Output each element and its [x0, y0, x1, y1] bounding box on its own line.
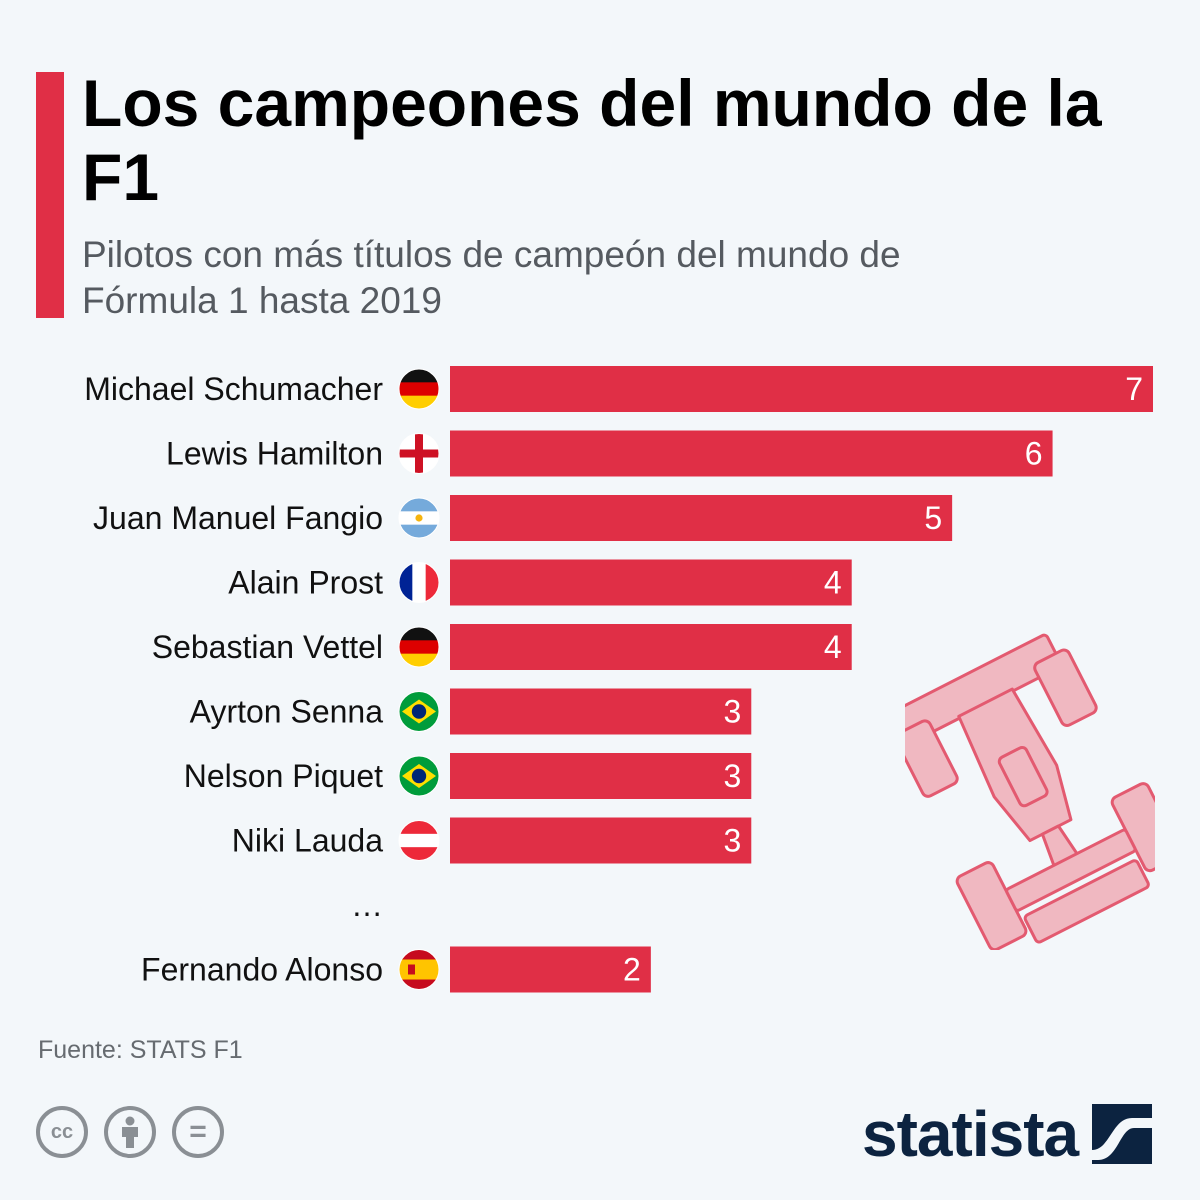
statista-logo-icon	[1092, 1104, 1153, 1164]
brazil-flag	[399, 691, 439, 732]
value-label: 3	[723, 694, 741, 730]
value-label: 4	[824, 629, 842, 665]
category-label: Fernando Alonso	[141, 952, 383, 988]
by-icon[interactable]	[104, 1106, 156, 1158]
england-flag	[399, 433, 439, 474]
germany-flag	[399, 369, 439, 409]
category-label: Juan Manuel Fangio	[93, 500, 383, 536]
nd-icon[interactable]: =	[172, 1106, 224, 1158]
ellipsis-label: …	[351, 887, 383, 923]
value-label: 3	[723, 823, 741, 859]
france-flag	[399, 562, 439, 603]
category-label: Lewis Hamilton	[166, 436, 383, 472]
cc-icon[interactable]: cc	[36, 1106, 88, 1158]
austria-flag	[399, 820, 439, 861]
flag-outline	[398, 691, 440, 732]
value-label: 6	[1025, 436, 1043, 472]
flag-outline	[398, 949, 440, 990]
flag-outline	[398, 755, 440, 797]
person-icon	[122, 1116, 138, 1148]
statista-logo[interactable]: statista	[862, 1098, 1153, 1170]
bar	[450, 688, 752, 735]
category-label: Alain Prost	[228, 565, 383, 601]
germany-flag	[399, 627, 439, 667]
source-note: Fuente: STATS F1	[38, 1036, 243, 1064]
brazil-flag	[399, 756, 439, 796]
brand-name: statista	[862, 1098, 1079, 1170]
bar-chart: Michael Schumacher 7 Lewis Hamilton 6 Juan M…	[84, 366, 1153, 993]
title-accent-bar	[36, 72, 64, 318]
nd-icon-text: =	[189, 1115, 207, 1148]
value-label: 2	[623, 952, 641, 988]
category-label: Niki Lauda	[232, 823, 383, 859]
flag-outline	[398, 562, 440, 603]
category-label: Nelson Piquet	[184, 758, 383, 794]
f1-car-icon	[905, 633, 1155, 950]
chart-subtitle: Pilotos con más títulos de campeón del m…	[82, 234, 901, 321]
bar	[450, 559, 852, 606]
bar	[450, 817, 752, 864]
value-label: 4	[824, 565, 842, 601]
flag-outline	[398, 433, 440, 474]
bar	[450, 624, 852, 670]
cc-icon-text: cc	[50, 1120, 74, 1143]
flag-outline	[398, 626, 440, 668]
category-label: Sebastian Vettel	[152, 629, 383, 665]
chart-title: Los campeones del mundo de la F1	[82, 66, 1102, 214]
bar	[450, 946, 651, 993]
argentina-flag	[399, 498, 439, 538]
flag-outline	[398, 368, 440, 410]
category-label: Ayrton Senna	[190, 694, 384, 730]
value-label: 5	[924, 500, 942, 536]
bar	[450, 366, 1153, 412]
flag-outline	[398, 820, 440, 861]
value-label: 7	[1125, 371, 1143, 407]
license-icons: cc =	[36, 1106, 224, 1158]
spain-flag	[399, 949, 439, 990]
value-label: 3	[723, 758, 741, 794]
category-label: Michael Schumacher	[84, 371, 383, 407]
flag-outline	[398, 497, 440, 539]
bar	[450, 495, 953, 541]
bar	[450, 430, 1053, 477]
bar	[450, 753, 752, 799]
